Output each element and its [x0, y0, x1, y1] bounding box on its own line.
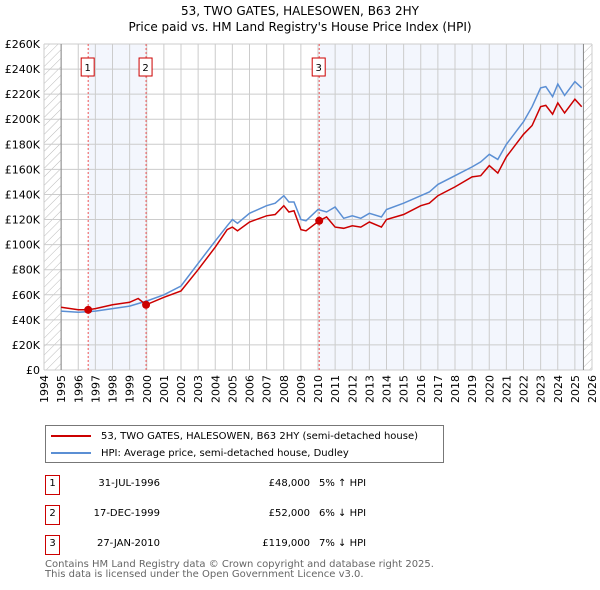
legend-label: HPI: Average price, semi-detached house,…	[101, 447, 349, 459]
x-tick-label: 2024	[552, 375, 565, 403]
y-tick-label: £120K	[5, 214, 41, 227]
y-tick-label: £80K	[12, 264, 41, 277]
sale-hpi-diff: 5% ↑ HPI	[319, 478, 367, 489]
x-tick-label: 2023	[535, 375, 548, 403]
legend-label: 53, TWO GATES, HALESOWEN, B63 2HY (semi-…	[101, 430, 419, 442]
x-tick-label: 2001	[158, 375, 171, 403]
y-tick-label: £0	[26, 364, 40, 377]
y-tick-label: £160K	[5, 163, 41, 176]
sale-date: 31-JUL-1996	[98, 478, 160, 489]
sale-number: 1	[45, 475, 60, 495]
sale-row: 1 31-JUL-1996 £48,000 5% ↑ HPI	[45, 475, 465, 495]
plot-area: 1994 1995 1996 1997 1998 1999 2000 2001 2002 2003…	[5, 38, 599, 403]
x-tick-label: 2008	[278, 375, 291, 403]
x-tick-label: 2017	[432, 375, 445, 403]
footer-line: Contains HM Land Registry data © Crown c…	[45, 559, 434, 570]
y-tick-label: £20K	[12, 339, 41, 352]
x-tick-label: 1995	[55, 375, 68, 403]
legend-swatch	[51, 435, 91, 437]
sale-date: 17-DEC-1999	[93, 508, 160, 519]
sale-label: 1	[84, 63, 90, 74]
footer: Contains HM Land Registry data © Crown c…	[45, 560, 434, 580]
x-tick-label: 2012	[346, 375, 359, 403]
shade-region	[319, 44, 584, 370]
sale-price: £52,000	[268, 508, 310, 519]
x-tick-label: 2018	[449, 375, 462, 403]
y-tick-label: £180K	[5, 138, 41, 151]
sale-hpi-diff: 6% ↓ HPI	[319, 508, 367, 519]
x-tick-label: 2026	[586, 375, 599, 403]
x-tick-label: 2022	[518, 375, 531, 403]
sale-label: 2	[142, 63, 148, 74]
y-tick-label: £240K	[5, 63, 41, 76]
series-line-hpi	[61, 80, 583, 314]
x-tick-label: 2011	[329, 375, 342, 403]
sale-row: 3 27-JAN-2010 £119,000 7% ↓ HPI	[45, 535, 465, 555]
x-tick-label: 1997	[89, 375, 102, 403]
x-tick-label: 2025	[569, 375, 582, 403]
x-tick-label: 2007	[261, 375, 274, 403]
x-tick-label: 2019	[466, 375, 479, 403]
sale-label-box	[138, 57, 153, 77]
sale-hpi-diff: 7% ↓ HPI	[319, 538, 367, 549]
x-tick-label: 2010	[312, 375, 325, 403]
y-tick-label: £200K	[5, 113, 41, 126]
x-tick-label: 2016	[415, 375, 428, 403]
x-tick-label: 2006	[244, 375, 257, 403]
sale-label-box	[80, 57, 95, 77]
legend: 53, TWO GATES, HALESOWEN, B63 2HY (semi-…	[45, 425, 444, 463]
x-tick-label: 1998	[107, 375, 120, 403]
x-tick-label: 2002	[175, 375, 188, 403]
legend-item-property: 53, TWO GATES, HALESOWEN, B63 2HY (semi-…	[51, 428, 418, 444]
chart-subtitle: Price paid vs. HM Land Registry's House …	[128, 20, 472, 34]
x-tick-label: 2005	[226, 375, 239, 403]
x-tick-label: 2000	[141, 375, 154, 403]
hatch-region	[583, 44, 592, 370]
sale-row: 2 17-DEC-1999 £52,000 6% ↓ HPI	[45, 505, 465, 525]
sale-date: 27-JAN-2010	[96, 538, 160, 549]
sale-price: £119,000	[262, 538, 310, 549]
sale-label: 3	[316, 63, 322, 74]
x-tick-label: 2021	[500, 375, 513, 403]
legend-item-hpi: HPI: Average price, semi-detached house,…	[51, 445, 349, 461]
x-tick-label: 2013	[363, 375, 376, 403]
y-tick-label: £140K	[5, 188, 41, 201]
shade-region	[88, 44, 147, 370]
x-tick-label: 2014	[381, 375, 394, 403]
y-tick-label: £60K	[12, 289, 41, 302]
y-tick-label: £220K	[5, 88, 41, 101]
sale-number: 3	[45, 535, 60, 555]
series-line-property	[60, 98, 583, 311]
chart-title: 53, TWO GATES, HALESOWEN, B63 2HY	[180, 4, 419, 18]
sale-price: £48,000	[268, 478, 310, 489]
footer-line: This data is licensed under the Open Gov…	[45, 569, 364, 580]
hatch-region	[44, 44, 62, 370]
y-tick-label: £40K	[12, 314, 41, 327]
sale-point	[142, 300, 151, 309]
y-tick-label: £100K	[5, 239, 41, 252]
sale-point	[315, 216, 324, 225]
x-tick-label: 1996	[72, 375, 85, 403]
x-tick-label: 2020	[483, 375, 496, 403]
sale-number: 2	[45, 505, 60, 525]
sale-point	[84, 305, 93, 314]
legend-swatch	[51, 452, 91, 454]
x-tick-label: 2004	[209, 375, 222, 403]
x-tick-label: 1999	[124, 375, 137, 403]
sale-label-box	[311, 57, 326, 77]
y-tick-label: £260K	[5, 38, 41, 51]
x-tick-label: 2003	[192, 375, 205, 403]
x-tick-label: 2009	[295, 375, 308, 403]
x-tick-label: 1994	[38, 375, 51, 403]
x-tick-label: 2015	[398, 375, 411, 403]
